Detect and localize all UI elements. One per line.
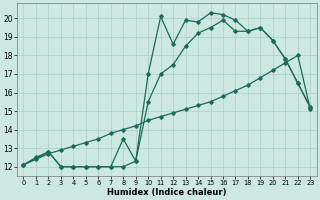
X-axis label: Humidex (Indice chaleur): Humidex (Indice chaleur) [107, 188, 227, 197]
